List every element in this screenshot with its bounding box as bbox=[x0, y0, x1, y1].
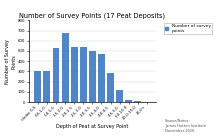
Bar bbox=[80, 47, 87, 102]
Bar bbox=[89, 51, 96, 102]
Bar bbox=[71, 47, 78, 102]
Bar bbox=[125, 100, 132, 102]
Bar bbox=[98, 54, 105, 102]
X-axis label: Depth of Peat at Survey Point: Depth of Peat at Survey Point bbox=[56, 124, 128, 129]
Text: Source/Notes:
James Hutton Institute
November 2016: Source/Notes: James Hutton Institute Nov… bbox=[165, 120, 206, 133]
Bar bbox=[116, 90, 123, 102]
Title: Number of Survey Points (17 Peat Deposits): Number of Survey Points (17 Peat Deposit… bbox=[19, 13, 165, 19]
Bar bbox=[53, 48, 59, 102]
Bar bbox=[34, 71, 41, 102]
Legend: Number of survey
points: Number of survey points bbox=[163, 23, 213, 34]
Bar bbox=[134, 101, 141, 102]
Y-axis label: Number of Survey
Points: Number of Survey Points bbox=[6, 39, 16, 84]
Bar bbox=[44, 71, 50, 102]
Bar bbox=[62, 33, 68, 102]
Bar bbox=[107, 73, 114, 102]
